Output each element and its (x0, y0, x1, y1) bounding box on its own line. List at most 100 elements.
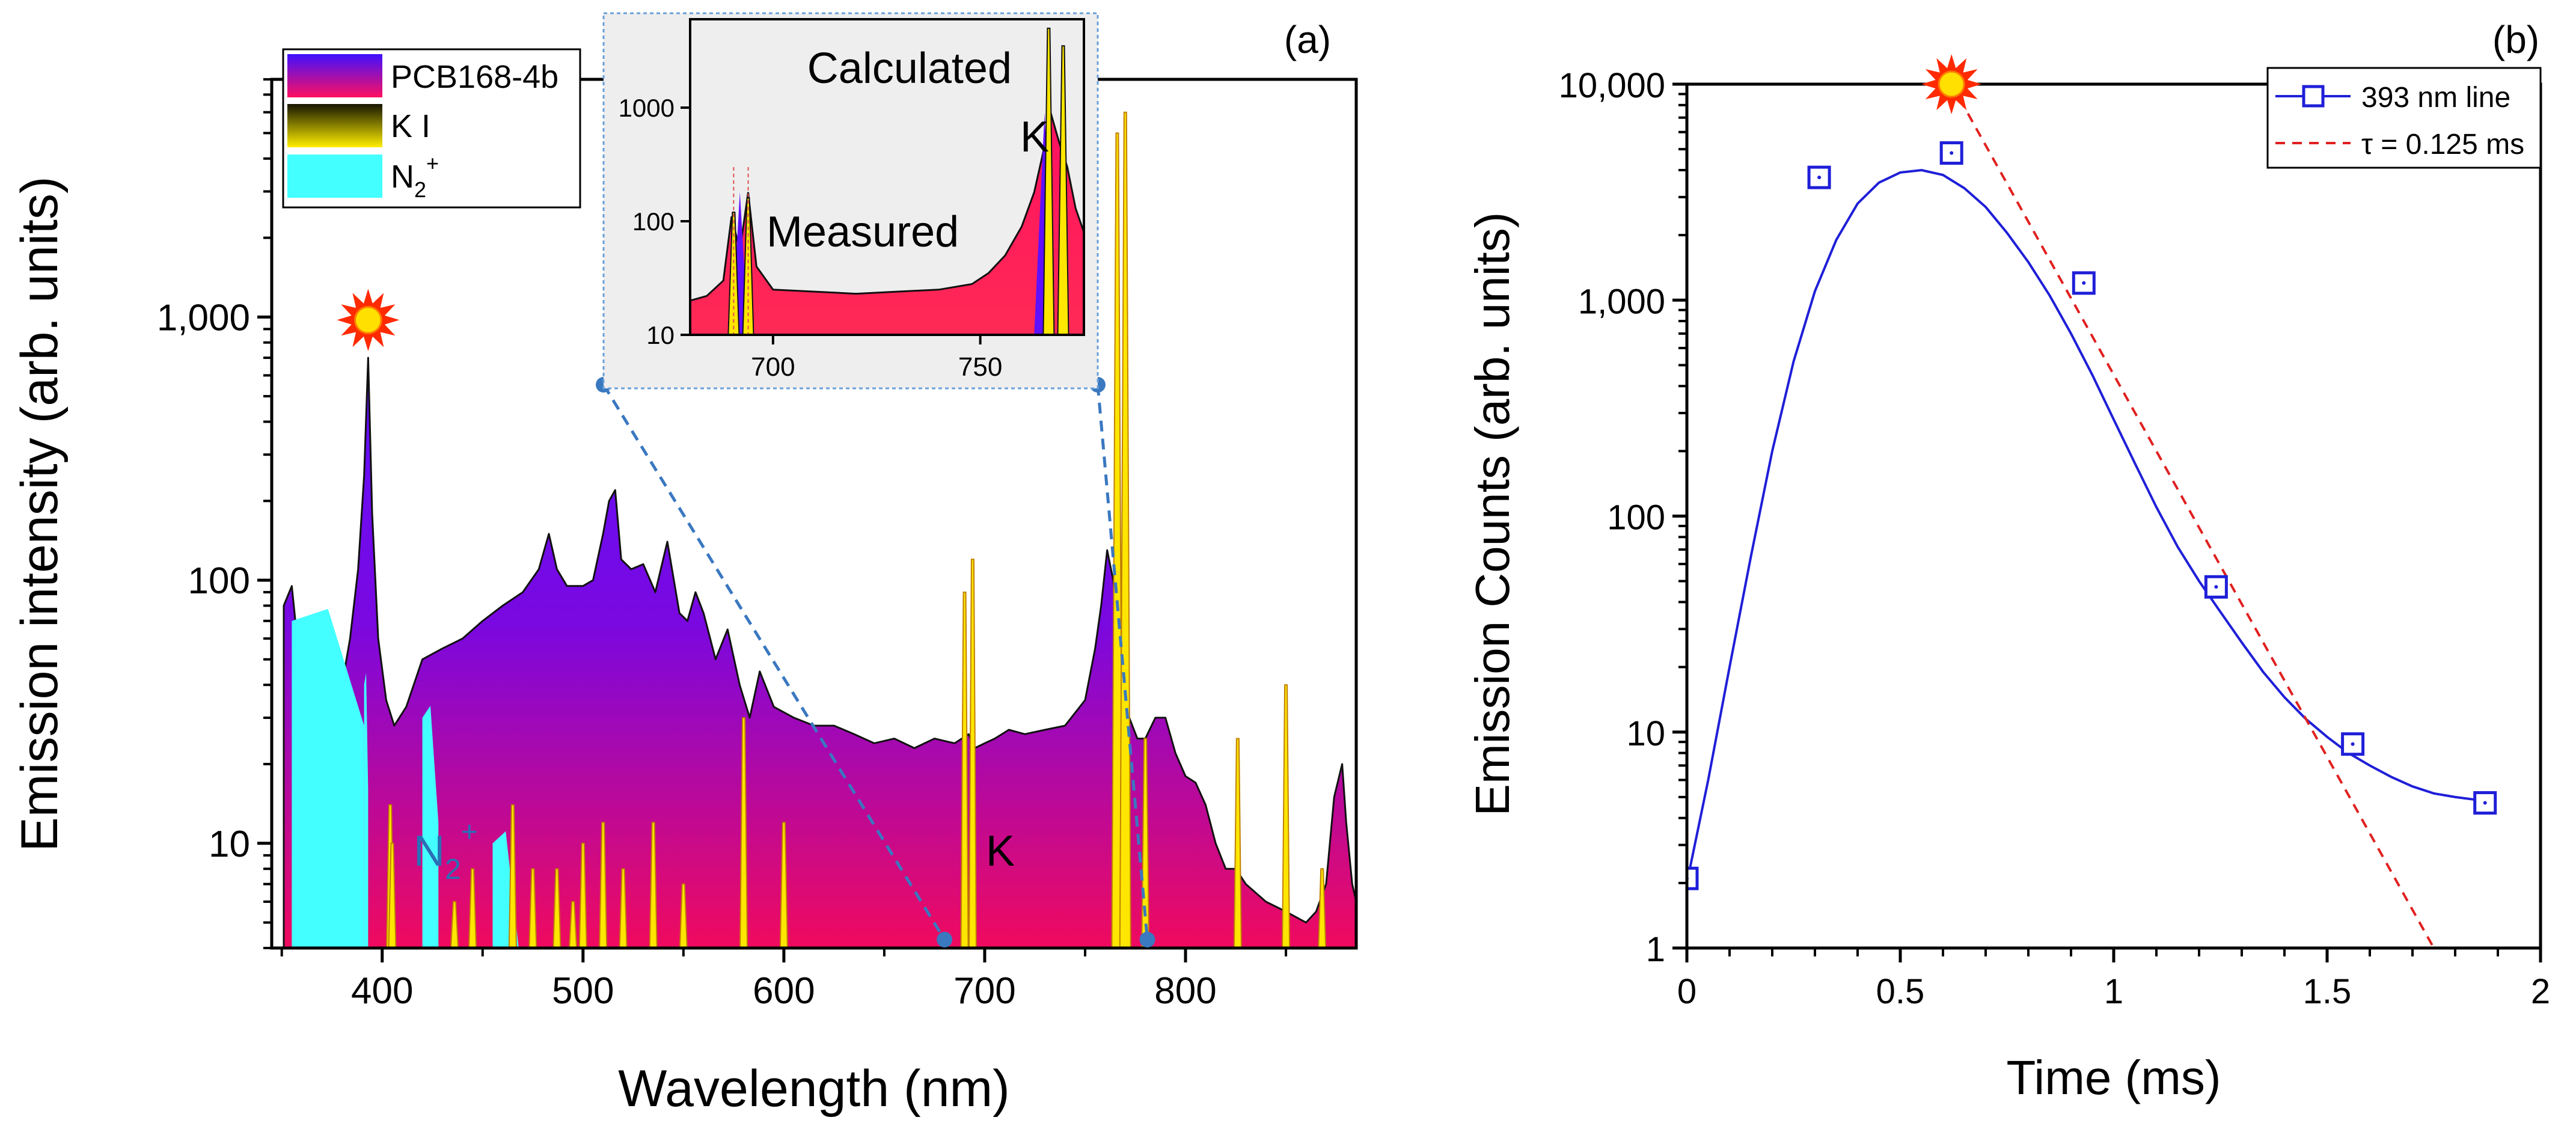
k-line (968, 558, 977, 948)
panel-a: 400 500 600 700 800 10 100 1,000 (a) Wavelength… (11, 12, 1358, 1118)
n2-band (292, 608, 364, 948)
k-line (1233, 738, 1242, 948)
k-annotation: K (986, 827, 1015, 875)
x-tick-label: 700 (953, 970, 1015, 1012)
spectrum-area (283, 111, 1356, 948)
legend-marker-393 (2302, 85, 2325, 108)
zoom-dot (937, 932, 953, 947)
panel-a-label: (a) (1284, 18, 1331, 61)
data-point-center (2082, 281, 2086, 285)
data-point-center (2351, 742, 2355, 746)
k-line (599, 822, 608, 948)
data-point-center (2214, 585, 2218, 589)
k-line (649, 822, 658, 948)
y-tick-label: 10 (209, 824, 250, 865)
y-tick-label: 10,000 (1559, 66, 1665, 105)
k-line (960, 592, 969, 948)
n2-band (422, 705, 439, 948)
y-tick-label: 100 (1607, 498, 1665, 537)
k-line (468, 868, 477, 948)
k-line (1111, 132, 1124, 948)
inset-frame (689, 18, 1085, 336)
legend-label-n2: N2+ (391, 151, 439, 202)
inset-spectrum (690, 27, 1084, 335)
k-line (739, 717, 748, 948)
spectrum-series (283, 356, 1356, 948)
inset-x-tick-label: 750 (958, 352, 1002, 382)
panel-b-frame (1685, 82, 2542, 950)
inset-calculated-line (1042, 27, 1055, 335)
k-line (619, 868, 628, 948)
y-tick-label: 1,000 (1578, 282, 1665, 321)
inset-label-measured: Measured (766, 208, 959, 256)
k-line (1119, 111, 1131, 948)
x-tick-label: 600 (753, 970, 815, 1012)
legend-a: PCB168-4b K I N2+ (282, 48, 581, 209)
panel-a-axes: 400 500 600 700 800 10 100 1,000 (157, 78, 1288, 1012)
y-tick-label: 10 (1626, 714, 1665, 753)
k-line (679, 883, 688, 948)
legend-label-393: 393 nm line (2361, 82, 2510, 114)
zoom-dot (1139, 932, 1155, 947)
k-line (552, 868, 561, 948)
flash-icon (337, 289, 400, 352)
data-point-center (1950, 151, 1954, 155)
panel-b: 0 0.5 1 1.5 2 1 10 100 1,000 10,000 (b) Time (ms)… (1466, 18, 2550, 1104)
zoom-line (1096, 384, 1149, 940)
legend-label-k: K I (391, 108, 430, 144)
zoom-line (602, 384, 946, 941)
k-line (1282, 684, 1291, 948)
y-tick-label: 1,000 (157, 297, 250, 338)
x-tick-label: 400 (351, 970, 413, 1012)
k-line (569, 901, 578, 948)
legend-label-spectrum: PCB168-4b (391, 59, 558, 95)
y-tick-label: 1 (1646, 930, 1665, 969)
legend-label-tau: τ = 0.125 ms (2361, 129, 2524, 161)
k-line (578, 842, 587, 948)
k-line (528, 868, 537, 948)
panel-a-xlabel: Wavelength (nm) (618, 1060, 1010, 1118)
x-tick-label: 2 (2531, 972, 2550, 1011)
inset-y-tick-label: 10 (646, 321, 675, 349)
legend-b-box (2266, 67, 2542, 169)
data-point-center (2483, 801, 2487, 805)
legend-swatch-k (287, 104, 382, 147)
data-point (1687, 866, 1699, 890)
n2-band (364, 673, 369, 948)
x-tick-label: 1.5 (2303, 972, 2352, 1011)
legend-swatch-n2 (287, 154, 382, 198)
k-line (508, 804, 517, 948)
flash-icon (1921, 54, 1982, 114)
panel-b-ylabel: Emission Counts (arb. units) (1466, 212, 1519, 816)
data-point (1807, 165, 1831, 189)
inset-y-tick-label: 100 (632, 207, 675, 236)
legend-b: 393 nm line τ = 0.125 ms (2266, 67, 2542, 169)
k-line (450, 901, 459, 948)
panel-b-plot (1687, 84, 2497, 948)
inset-plot: 700 750 10 100 1000 Calculated K Measured (602, 12, 1099, 390)
flash-core (1938, 70, 1965, 98)
data-point-center (1817, 176, 1822, 180)
zoom-connectors (596, 377, 1155, 947)
inset-axes: 700 750 10 100 1000 (619, 94, 1003, 382)
k-line (1318, 868, 1327, 948)
inset-label-calculated: Calculated (807, 44, 1012, 93)
inset-y-tick-label: 1000 (619, 94, 675, 122)
x-tick-label: 1 (2104, 972, 2123, 1011)
panel-b-xlabel: Time (ms) (2007, 1051, 2221, 1104)
x-tick-label: 0 (1677, 972, 1696, 1011)
inset-label-k: K (1020, 113, 1049, 161)
flash-core (354, 305, 382, 334)
inset-x-tick-label: 700 (751, 352, 795, 382)
panel-b-axes: 0 0.5 1 1.5 2 1 10 100 1,000 10,000 (1559, 66, 2551, 1011)
x-tick-label: 0.5 (1876, 972, 1925, 1011)
panel-a-ylabel: Emission intensity (arb. units) (11, 176, 69, 851)
x-tick-label: 800 (1154, 970, 1216, 1012)
n2-plus-annotation: N2+ (414, 816, 478, 886)
legend-swatch-spectrum (287, 54, 382, 97)
x-tick-label: 500 (552, 970, 614, 1012)
y-tick-label: 100 (188, 560, 250, 602)
panel-b-label: (b) (2492, 18, 2539, 61)
k-line (388, 842, 397, 948)
